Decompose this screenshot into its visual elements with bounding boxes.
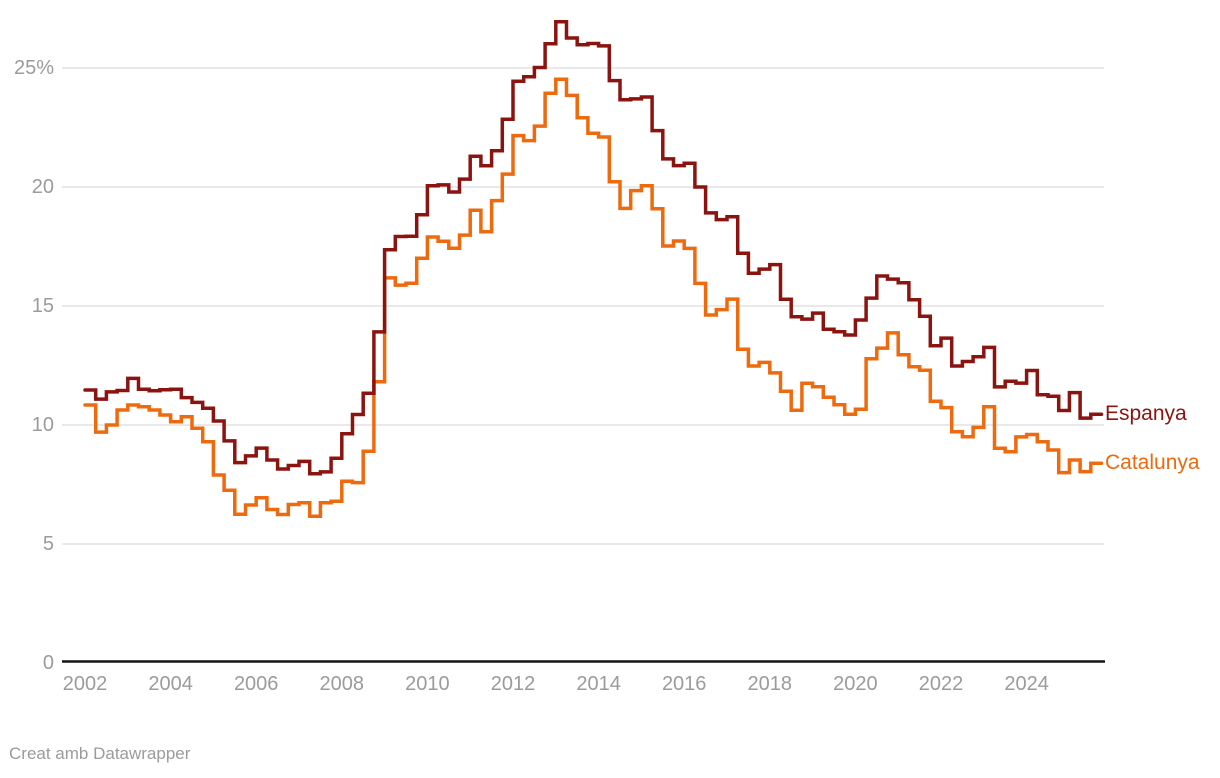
y-axis-label: 20 — [31, 176, 54, 198]
x-axis-label: 2022 — [918, 673, 964, 695]
y-axis-label: 25% — [13, 57, 54, 79]
x-axis-label: 2006 — [233, 673, 279, 695]
y-axis-label: 15 — [31, 295, 54, 317]
y-axis-label: 5 — [42, 533, 54, 555]
x-axis-label: 2010 — [405, 673, 450, 695]
x-axis-label: 2016 — [661, 673, 707, 695]
x-axis-label: 2004 — [148, 673, 193, 695]
x-axis-label: 2018 — [747, 673, 793, 695]
series-layer — [83, 20, 1104, 518]
series-label-espanya: Espanya — [1105, 402, 1187, 426]
y-axis-label: 10 — [31, 414, 54, 436]
x-axis-label: 2020 — [833, 673, 878, 695]
x-axis-label: 2014 — [576, 673, 621, 695]
series-line-catalunya[interactable] — [83, 77, 1104, 518]
series-label-catalunya: Catalunya — [1105, 451, 1200, 475]
series-line-espanya[interactable] — [83, 20, 1104, 476]
x-axis-label: 2002 — [62, 673, 108, 695]
x-axis-label: 2012 — [490, 673, 536, 695]
x-axis-label: 2008 — [319, 673, 365, 695]
x-axis-label: 2024 — [1004, 673, 1049, 695]
datawrapper-attribution: Creat amb Datawrapper — [9, 744, 191, 763]
gridlines-layer — [62, 67, 1105, 663]
y-axis-label: 0 — [42, 652, 54, 674]
